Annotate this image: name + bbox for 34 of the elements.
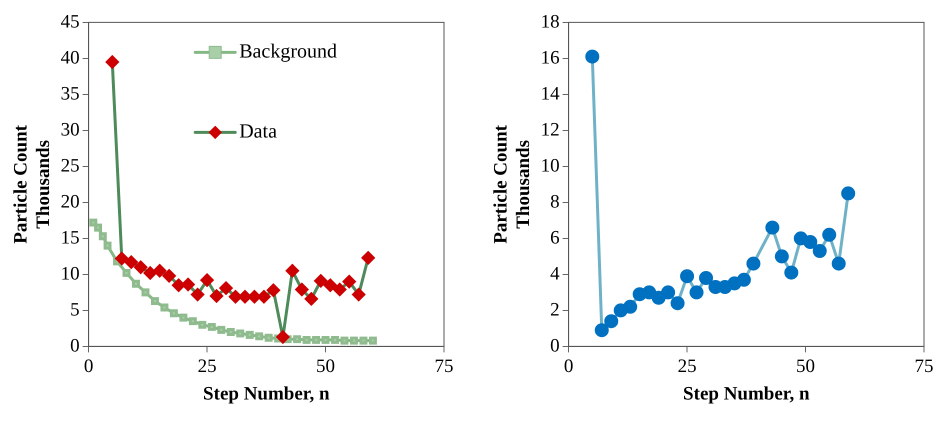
x-tick-label: 75 [914,356,934,377]
y-tick-label: 2 [550,299,560,320]
y-axis-title: Particle Count Thousands [10,124,54,244]
y-tick-label: 0 [70,335,80,356]
y-tick-label: 20 [60,191,80,212]
x-axis-title: Step Number, n [683,384,810,405]
y-tick-label: 18 [540,11,560,32]
y-axis-title: Particle Count Thousands [490,124,534,244]
x-tick-label: 25 [198,356,217,377]
legend-label: Background [239,40,337,63]
y-tick-label: 8 [550,191,560,212]
y-tick-label: 45 [60,11,80,32]
x-axis-title: Step Number, n [203,384,330,405]
y-tick-label: 15 [60,227,80,248]
y-tick-label: 35 [60,83,80,104]
x-tick-label: 75 [434,356,454,377]
x-tick-label: 50 [316,356,336,377]
y-tick-label: 10 [540,155,560,176]
y-tick-label: 30 [60,119,80,140]
y-tick-label: 14 [540,83,560,104]
y-tick-label: 40 [60,47,80,68]
y-tick-label: 0 [550,335,560,356]
y-tick-label: 4 [550,263,560,284]
y-tick-label: 16 [540,47,560,68]
x-tick-label: 0 [84,356,94,377]
y-tick-label: 5 [70,299,80,320]
y-tick-label: 25 [60,155,80,176]
legend-label: Data [239,120,278,143]
y-tick-label: 6 [550,227,560,248]
x-tick-label: 25 [678,356,697,377]
y-tick-label: 10 [60,263,80,284]
x-tick-label: 0 [564,356,574,377]
x-tick-label: 50 [796,356,816,377]
y-tick-label: 12 [540,119,560,140]
